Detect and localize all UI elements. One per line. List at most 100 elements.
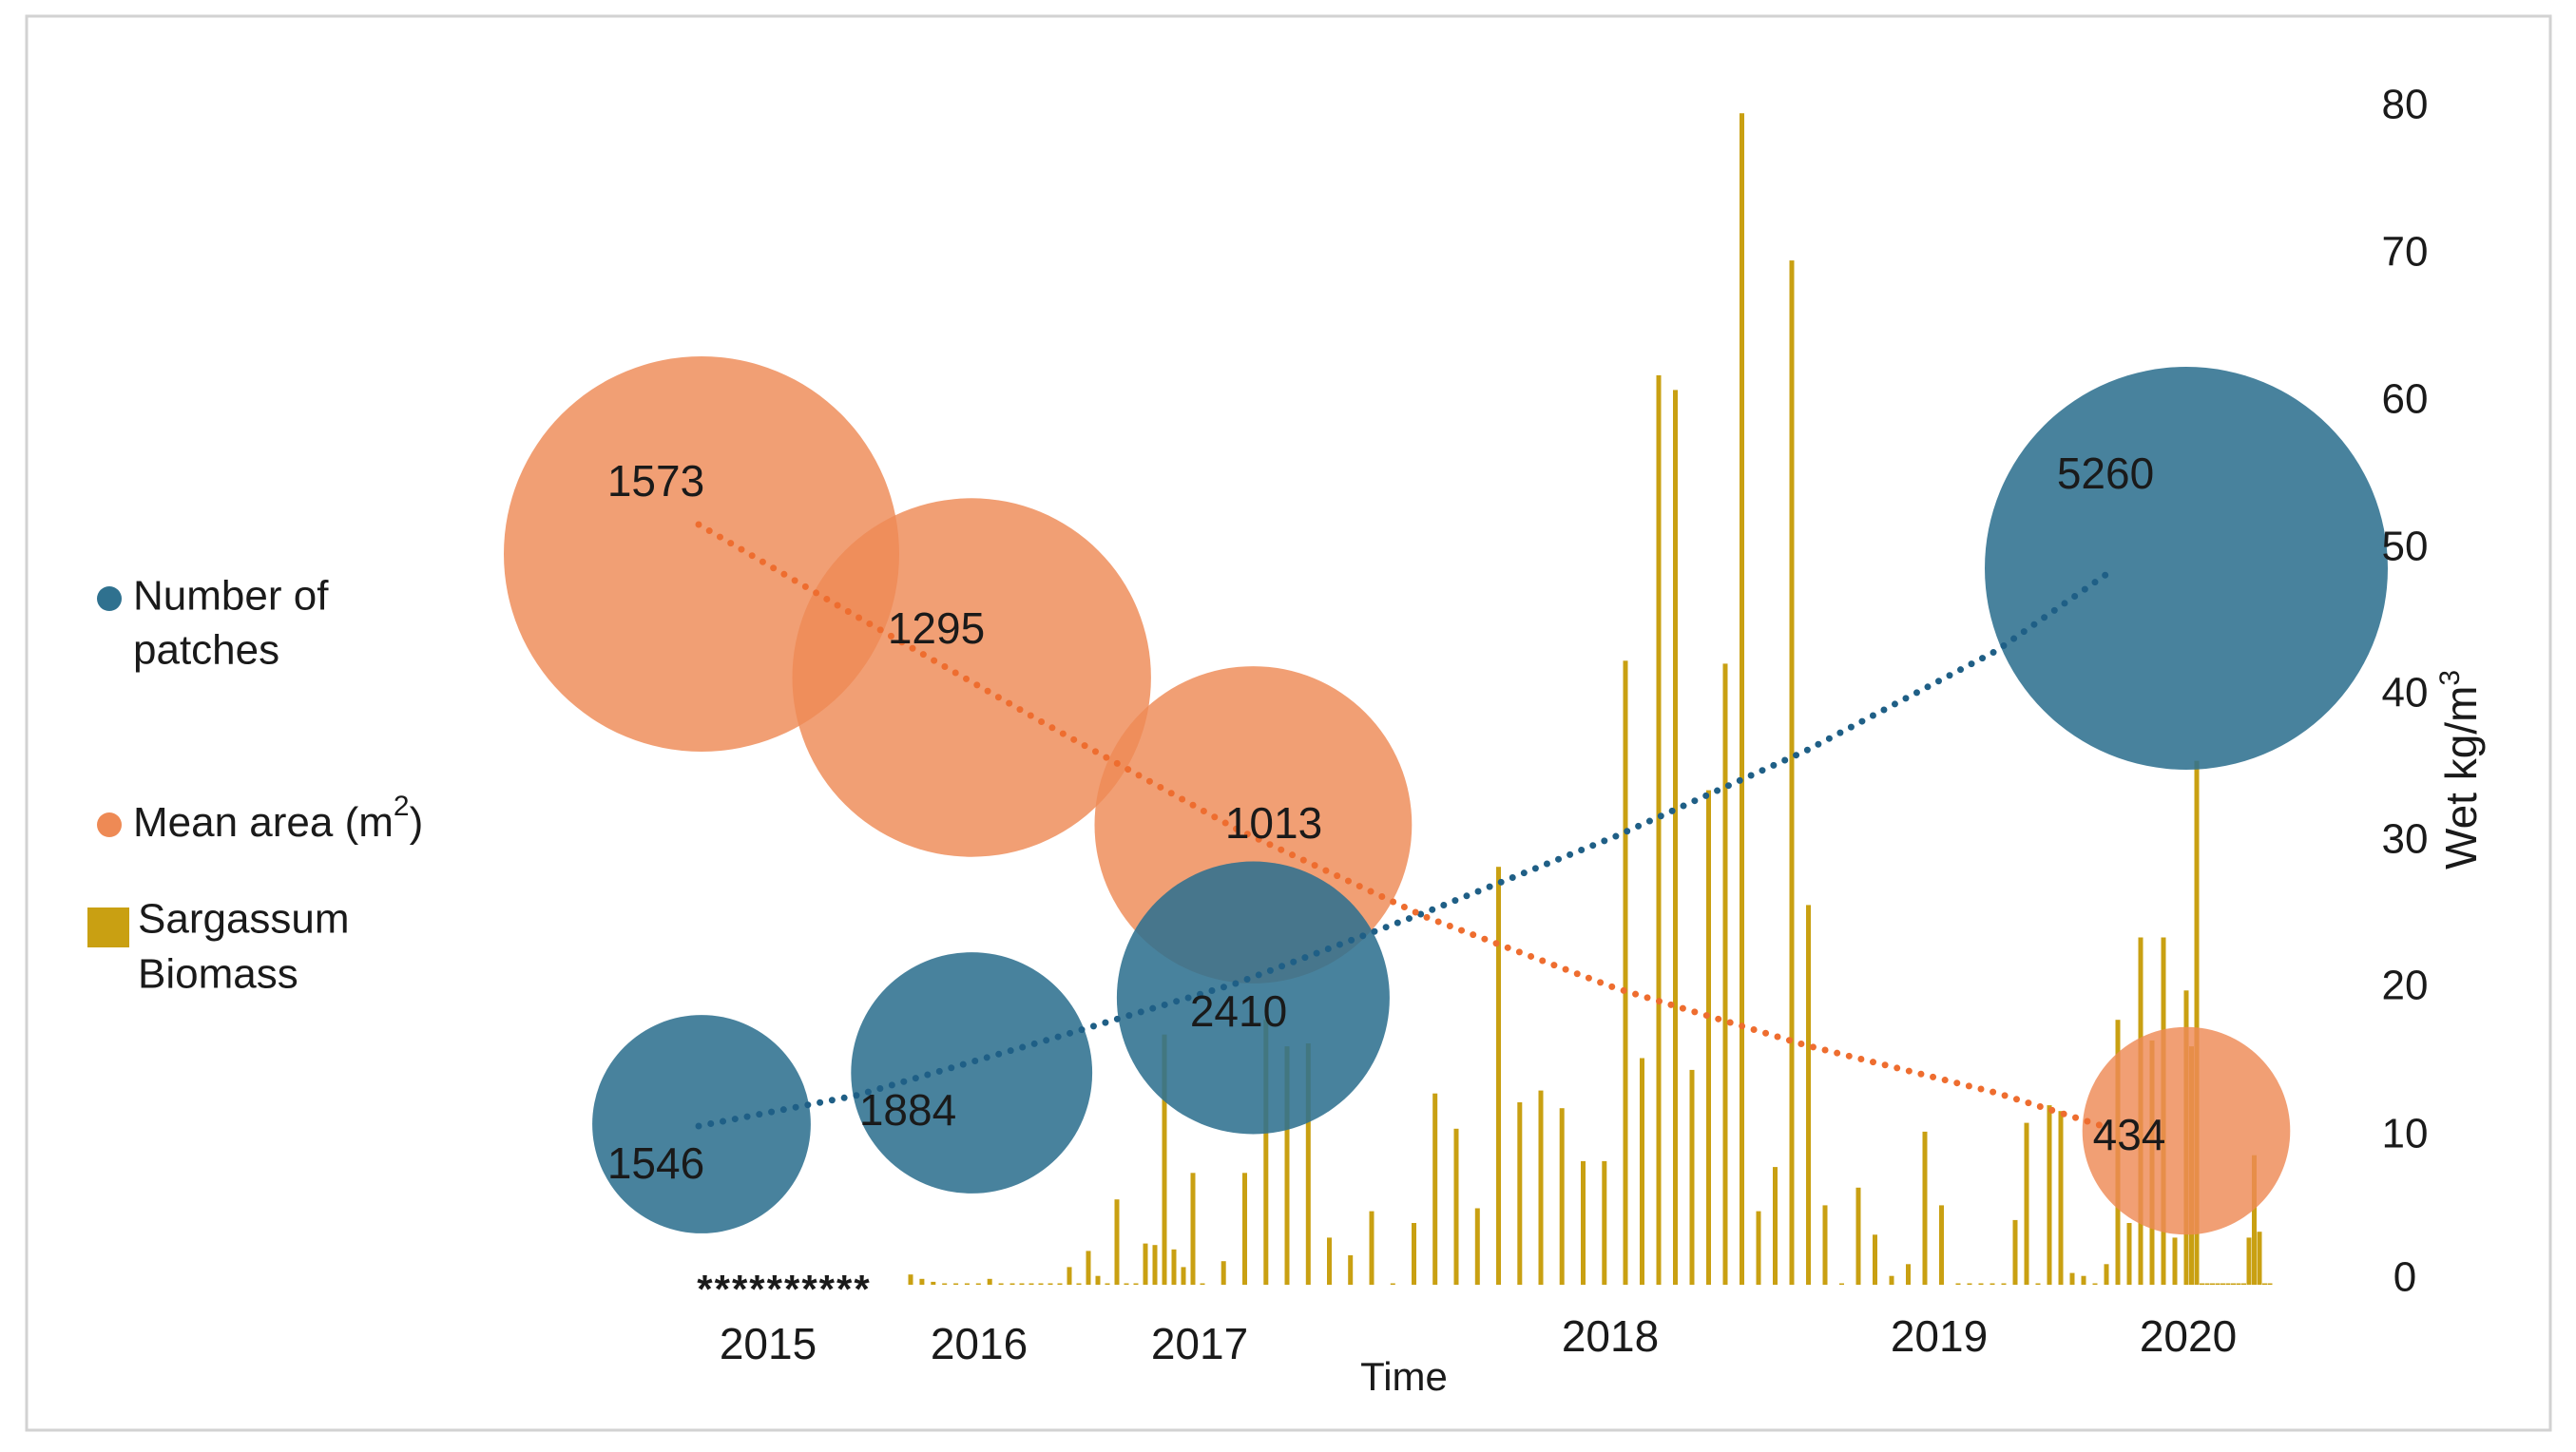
biomass-bar <box>1028 1283 1034 1285</box>
biomass-bar <box>1873 1234 1877 1285</box>
legend-area-label: Mean area (m2) <box>133 791 423 846</box>
biomass-bar <box>1673 390 1678 1285</box>
year-label-2015: 2015 <box>720 1319 817 1368</box>
biomass-bar <box>1171 1249 1177 1285</box>
biomass-bar <box>1517 1102 1523 1285</box>
trendlines <box>695 521 2109 1130</box>
y-tick-label: 10 <box>2382 1111 2429 1157</box>
biomass-bar <box>1390 1283 1395 1285</box>
x-axis-years: 2015 2016 2017 2018 2019 2020 <box>720 1311 2237 1368</box>
legend-area-text: Mean area (m <box>133 799 394 846</box>
biomass-bar <box>2194 760 2200 1285</box>
biomass-bar <box>919 1278 925 1285</box>
biomass-bar <box>1889 1275 1894 1285</box>
area-value-label: 1013 <box>1225 798 1322 848</box>
biomass-bar <box>1200 1283 1205 1285</box>
biomass-bar <box>1086 1251 1091 1285</box>
biomass-bar <box>1152 1245 1158 1285</box>
biomass-bar <box>2047 1105 2052 1285</box>
biomass-bar <box>2024 1122 2029 1285</box>
missing-data-marker: ********** <box>697 1267 871 1311</box>
biomass-bar <box>1559 1108 1565 1285</box>
y-tick-label: 40 <box>2382 670 2429 716</box>
biomass-bar <box>1967 1283 1972 1285</box>
biomass-bar <box>2058 1111 2064 1285</box>
biomass-bar <box>1496 867 1501 1285</box>
biomass-bar <box>2001 1283 2007 1285</box>
biomass-bar <box>1581 1160 1586 1285</box>
y-tick-label: 60 <box>2382 376 2429 423</box>
legend: Number of patches Mean area (m2) Sargass… <box>87 573 423 998</box>
y-tick-label: 0 <box>2393 1254 2416 1301</box>
biomass-bar <box>2104 1264 2109 1285</box>
patches-bubble <box>592 1015 811 1233</box>
biomass-bar <box>1602 1160 1607 1285</box>
biomass-bar <box>2262 1283 2267 1285</box>
biomass-bar <box>1922 1131 1928 1285</box>
y-tick-label: 80 <box>2382 82 2429 128</box>
y-tick-label: 70 <box>2382 229 2429 276</box>
biomass-bar <box>2200 1283 2204 1285</box>
biomass-bar <box>1906 1264 1911 1285</box>
area-value-label: 434 <box>2093 1110 2166 1159</box>
biomass-bar <box>1009 1283 1015 1285</box>
x-axis-title: Time <box>1360 1354 1448 1399</box>
biomass-bar <box>975 1283 981 1285</box>
biomass-bar <box>2231 1283 2236 1285</box>
y-axis-right: 0 10 20 30 40 50 60 70 80 <box>2382 82 2429 1301</box>
biomass-bar <box>1133 1283 1139 1285</box>
legend-patches-label-line2: patches <box>133 627 279 674</box>
bubble-labels: 1546 1884 2410 5260 1573 1295 1013 434 <box>607 449 2166 1188</box>
patches-value-label: 5260 <box>2057 449 2154 498</box>
legend-biomass-label-line2: Biomass <box>138 951 298 998</box>
biomass-bar <box>1327 1237 1332 1285</box>
biomass-bar <box>2267 1283 2273 1285</box>
patches-bubbles <box>592 367 2388 1233</box>
biomass-bar <box>1474 1208 1480 1285</box>
biomass-bar <box>2204 1283 2210 1285</box>
legend-patches-marker <box>97 586 122 611</box>
biomass-bar <box>1432 1093 1438 1285</box>
legend-area-marker <box>97 812 122 837</box>
biomass-bar <box>1162 1034 1167 1285</box>
biomass-bar <box>2257 1232 2262 1285</box>
biomass-bar <box>908 1274 913 1285</box>
patches-bubble <box>1985 367 2388 770</box>
biomass-bar <box>1305 1043 1311 1285</box>
biomass-bar <box>1990 1283 1995 1285</box>
biomass-bar <box>1538 1090 1544 1285</box>
biomass-bar <box>1640 1058 1644 1285</box>
biomass-bar <box>987 1278 992 1285</box>
biomass-bar <box>1839 1283 1844 1285</box>
year-label-2020: 2020 <box>2140 1311 2237 1361</box>
year-label-2018: 2018 <box>1562 1311 1659 1361</box>
biomass-bar <box>1095 1275 1101 1285</box>
biomass-bar <box>953 1283 959 1285</box>
biomass-bar <box>2210 1283 2215 1285</box>
biomass-bar <box>942 1283 948 1285</box>
biomass-bar <box>2225 1283 2231 1285</box>
biomass-bar <box>1263 1020 1269 1285</box>
y-tick-label: 20 <box>2382 963 2429 1009</box>
mean-area-bubble <box>792 498 1151 857</box>
biomass-bar <box>1124 1283 1129 1285</box>
biomass-bar <box>1019 1283 1025 1285</box>
biomass-bar <box>1057 1283 1063 1285</box>
legend-biomass-marker <box>87 908 129 947</box>
biomass-bar <box>1114 1199 1120 1285</box>
biomass-bar <box>1689 1069 1695 1285</box>
biomass-bar <box>1067 1267 1072 1285</box>
biomass-bar <box>998 1283 1004 1285</box>
patches-value-label: 1884 <box>859 1085 956 1135</box>
biomass-bar <box>2035 1283 2041 1285</box>
legend-biomass-label-line1: Sargassum <box>138 896 350 943</box>
biomass-bar <box>2069 1272 2075 1285</box>
biomass-bar <box>1076 1283 1082 1285</box>
biomass-bar <box>2241 1283 2246 1285</box>
area-value-label: 1295 <box>888 603 985 653</box>
biomass-bars <box>908 113 2273 1286</box>
biomass-bar <box>1706 790 1711 1285</box>
patches-trendline <box>695 571 2109 1130</box>
biomass-bar <box>1722 663 1728 1285</box>
